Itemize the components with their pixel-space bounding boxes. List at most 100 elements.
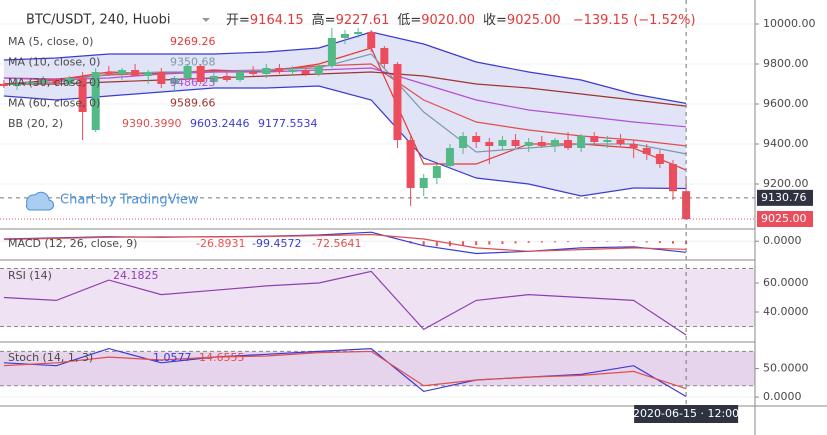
candle-body	[393, 64, 402, 140]
candle-body	[327, 38, 336, 66]
candle-body	[209, 76, 218, 82]
candle-body	[445, 148, 454, 166]
histogram-bar	[514, 241, 517, 244]
cursor-time-label: 2020-06-15 · 12:00	[633, 407, 739, 420]
histogram-bar	[645, 241, 648, 243]
candle-body	[577, 136, 586, 148]
cursor-price-label: 9130.76	[761, 191, 807, 204]
ohlc-value: 9025.00	[507, 13, 561, 28]
candle-body	[236, 72, 245, 80]
ohlc-label: 开=	[226, 13, 250, 28]
candle-body	[104, 72, 113, 74]
candle-body	[603, 140, 612, 142]
y-tick-label: 0.0000	[763, 390, 802, 403]
candle-body	[524, 142, 533, 146]
candle-body	[590, 136, 599, 142]
candle-body	[0, 84, 8, 86]
legend-value: 1.0577	[153, 351, 192, 364]
candle-body	[117, 70, 126, 74]
histogram-bar	[553, 241, 556, 243]
legend-name: RSI (14)	[8, 269, 52, 282]
y-tick-label: 10000.00	[763, 17, 816, 30]
candle-body	[682, 191, 691, 219]
y-tick-label: 60.0000	[763, 276, 809, 289]
histogram-bar	[632, 241, 635, 243]
y-tick-label: 0.0000	[763, 234, 802, 247]
histogram-bar	[435, 241, 438, 247]
candle-body	[157, 72, 166, 84]
candle-body	[629, 144, 638, 148]
candle-body	[131, 70, 140, 76]
legend-name: MACD (12, 26, close, 9)	[8, 237, 137, 250]
y-tick-label: 50.0000	[763, 362, 809, 375]
candle-body	[655, 154, 664, 164]
candle-body	[616, 140, 625, 144]
last-price-label: 9025.00	[761, 212, 807, 225]
candle-body	[537, 142, 546, 146]
histogram-bar	[593, 241, 596, 242]
legend-name: MA (10, close, 0)	[8, 56, 100, 69]
candle-body	[472, 136, 481, 142]
candle-body	[222, 76, 231, 80]
ohlc-label: 低=	[397, 13, 421, 28]
candle-body	[65, 78, 74, 84]
y-tick-label: 9200.00	[763, 177, 809, 190]
indicator-line	[3, 233, 687, 252]
indicator-line	[3, 350, 687, 390]
legend-value: -72.5641	[312, 237, 361, 250]
band	[0, 351, 755, 386]
candle-body	[314, 66, 323, 74]
candle-body	[485, 142, 494, 146]
y-tick-label: 9600.00	[763, 97, 809, 110]
ohlc-value: 9020.00	[421, 13, 475, 28]
ohlc-label: 高=	[312, 12, 336, 28]
y-tick-label: 40.0000	[763, 305, 809, 318]
histogram-bar	[527, 241, 530, 243]
candle-body	[301, 70, 310, 74]
histogram-bar	[671, 241, 674, 244]
candle-body	[419, 178, 428, 188]
candle-body	[170, 78, 179, 84]
symbol-title: BTC/USDT, 240, Huobi	[26, 13, 170, 28]
ma-line	[3, 53, 687, 155]
grid	[0, 23, 755, 398]
histogram-bar	[567, 241, 570, 243]
candle-body	[668, 164, 677, 192]
candle-body	[144, 72, 153, 76]
candle-body	[367, 32, 376, 48]
histogram-bar	[488, 241, 491, 245]
legend-value: -99.4572	[252, 237, 301, 250]
legend-value: 9350.68	[170, 56, 216, 69]
candle-body	[78, 78, 87, 112]
candle-body	[406, 140, 415, 188]
candle-body	[183, 66, 192, 78]
change: −139.15 (−1.52%)	[573, 13, 696, 28]
histogram-bar	[658, 241, 661, 243]
bb-lower	[3, 85, 687, 197]
legend-name: Stoch (14, 1, 3)	[8, 351, 93, 364]
candle-body	[432, 166, 441, 178]
ohlc-value: 9164.15	[250, 13, 304, 28]
candle-body	[288, 70, 297, 72]
candle-body	[511, 140, 520, 146]
candle-body	[550, 140, 559, 146]
legend-value: 9486.23	[170, 76, 216, 89]
legend-name: BB (20, 2)	[8, 117, 63, 130]
candle-body	[262, 68, 271, 74]
histogram-bar	[540, 241, 543, 243]
ma-line	[3, 47, 687, 171]
candle-body	[459, 136, 468, 148]
legend-value: -26.8931	[196, 237, 245, 250]
candle-body	[52, 80, 61, 84]
histogram-bar	[462, 241, 465, 246]
labels: 9200.00 9400.00 9600.00 9800.00 10000.00 9025…	[8, 12, 816, 423]
legend-value: 9603.2446	[190, 117, 250, 130]
candle-body	[249, 72, 258, 74]
indicator-line	[3, 270, 687, 336]
y-tick-label: 9800.00	[763, 57, 809, 70]
last-price-box	[757, 211, 813, 227]
candle-body	[354, 32, 363, 34]
legend-name: MA (30, close, 0)	[8, 76, 100, 89]
ohlc-value: 9227.61	[336, 13, 390, 28]
